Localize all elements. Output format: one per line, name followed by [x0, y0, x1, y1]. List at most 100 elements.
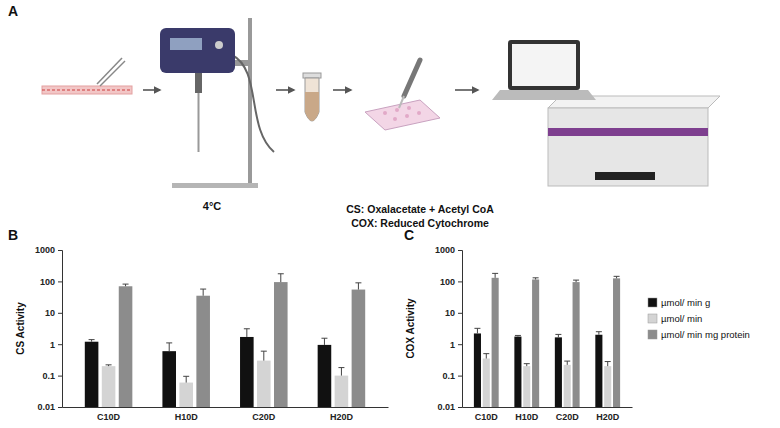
- tweezers: [100, 61, 125, 86]
- stand-base: [172, 183, 258, 188]
- error-cap: [515, 335, 521, 336]
- error-bar: [321, 338, 327, 345]
- error-line: [169, 343, 170, 351]
- y-tick-label: 10: [445, 308, 455, 318]
- error-line: [477, 328, 478, 333]
- y-tick-label: 100: [440, 277, 455, 287]
- probe: [198, 93, 200, 152]
- legend-label: µmol/ min mg protein: [661, 329, 750, 340]
- y-tick-mark: [458, 250, 462, 251]
- y-tick: 0.1: [42, 371, 62, 381]
- bar: [196, 296, 210, 407]
- arrow: [455, 89, 478, 91]
- tweezers: [97, 58, 122, 84]
- panel-label: C: [404, 227, 414, 243]
- plate-well: [417, 111, 421, 115]
- y-tick-mark: [58, 313, 62, 314]
- error-cap: [338, 367, 344, 368]
- error-line: [341, 368, 342, 376]
- chart: B0.010.11101001000C10DH10DC20DH20DCS Act…: [8, 227, 389, 422]
- x-tick: C20D: [556, 412, 580, 422]
- error-cap: [321, 338, 327, 339]
- error-bar: [166, 343, 172, 351]
- x-tick-label: C20D: [252, 412, 276, 422]
- y-tick: 10: [445, 308, 462, 318]
- legend-swatch: [648, 298, 657, 307]
- y-tick: 1: [450, 340, 462, 350]
- bar: [573, 282, 580, 407]
- y-tick-label: 0.01: [437, 402, 455, 412]
- error-bar: [524, 364, 530, 366]
- error-bar: [244, 329, 250, 337]
- bar: [85, 342, 99, 407]
- probe-holder: [195, 73, 202, 93]
- error-bar: [555, 334, 561, 337]
- chart: C0.010.11101001000C10DH10DC20DH20DCOX Ac…: [404, 227, 750, 422]
- error-line: [486, 354, 487, 359]
- plate-well: [383, 111, 387, 115]
- legend-swatch: [648, 330, 657, 339]
- bar: [492, 278, 499, 407]
- bar: [162, 351, 176, 407]
- y-tick: 10: [45, 308, 62, 318]
- error-cap: [183, 376, 189, 377]
- bar: [483, 359, 490, 407]
- y-tick: 1: [50, 340, 62, 350]
- bar: [274, 282, 288, 407]
- x-axis: C10D H10D C20D H20D: [63, 408, 389, 422]
- y-axis: 0.010.11101001000: [35, 245, 63, 412]
- x-axis-line: [463, 407, 633, 408]
- bar: [523, 366, 530, 407]
- error-cap: [605, 361, 611, 362]
- error-line: [495, 273, 496, 277]
- x-tick: C10D: [97, 412, 121, 422]
- y-tick: 0.01: [437, 402, 462, 412]
- error-line: [567, 361, 568, 365]
- error-line: [263, 351, 264, 360]
- y-tick-label: 1000: [35, 245, 55, 255]
- panel-label: A: [8, 3, 18, 19]
- laptop-base: [492, 90, 596, 100]
- plate-reader: [548, 108, 708, 186]
- bar: [604, 366, 611, 407]
- series: [483, 354, 612, 407]
- y-tick-label: 10: [45, 308, 55, 318]
- x-tick: H10D: [175, 412, 199, 422]
- y-tick-mark: [58, 281, 62, 282]
- arrow: [333, 89, 351, 91]
- bar: [318, 345, 332, 407]
- bar: [514, 337, 521, 407]
- bar: [474, 333, 481, 407]
- bar: [613, 278, 620, 407]
- reader-tray: [595, 172, 655, 180]
- error-cap: [123, 284, 129, 285]
- error-bar: [483, 354, 489, 359]
- error-bar: [183, 376, 189, 382]
- error-cap: [614, 276, 620, 277]
- x-tick: H20D: [596, 412, 620, 422]
- plot-area: [474, 273, 620, 407]
- y-tick: 1000: [35, 245, 62, 255]
- error-cap: [261, 351, 267, 352]
- sonicator-screen: [170, 38, 202, 50]
- legend-label: µmol/ min g: [661, 297, 710, 308]
- y-tick-mark: [58, 407, 62, 408]
- error-cap: [555, 334, 561, 335]
- y-tick-label: 0.1: [442, 371, 455, 381]
- y-axis-title: COX Activity: [405, 298, 416, 359]
- error-line: [280, 274, 281, 282]
- x-tick: H20D: [330, 412, 354, 422]
- series: [119, 274, 365, 407]
- error-line: [246, 329, 247, 337]
- error-bar: [261, 351, 267, 360]
- y-tick-mark: [458, 376, 462, 377]
- laptop-screen: [508, 40, 580, 90]
- error-bar: [605, 362, 611, 367]
- error-bar: [338, 368, 344, 376]
- x-tick: C10D: [475, 412, 499, 422]
- y-tick-label: 1: [50, 340, 55, 350]
- error-cap: [564, 361, 570, 362]
- y-axis-line: [58, 251, 63, 408]
- x-axis: C10DH10DC20DH20D: [463, 408, 633, 422]
- reader-stripe: [548, 128, 708, 136]
